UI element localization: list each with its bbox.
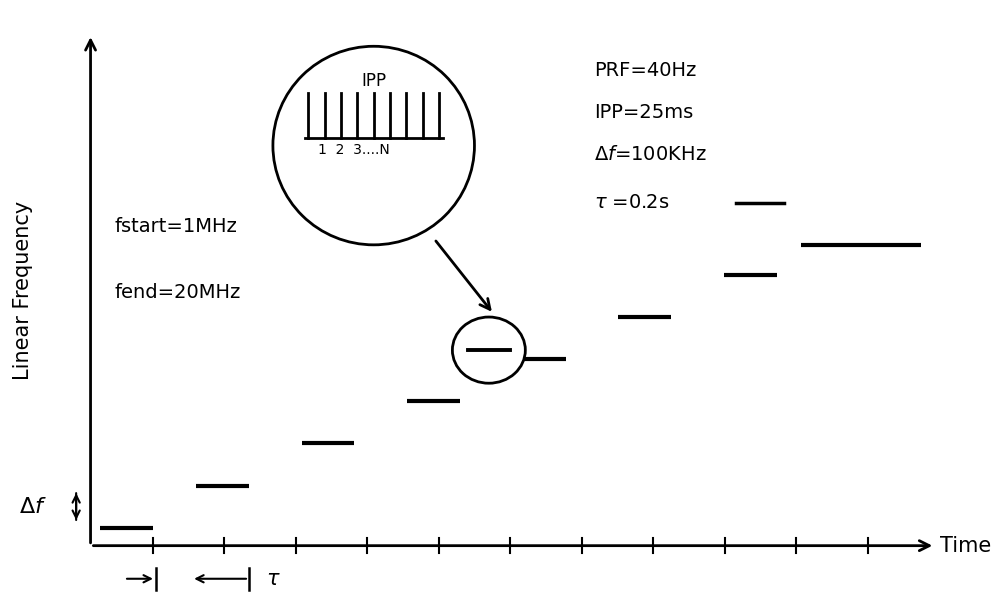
Ellipse shape [452, 317, 525, 383]
Text: IPP=25ms: IPP=25ms [594, 103, 694, 122]
Text: Time: Time [940, 536, 991, 556]
Ellipse shape [273, 46, 474, 245]
Text: PRF=40Hz: PRF=40Hz [594, 61, 697, 80]
Text: Linear Frequency: Linear Frequency [13, 200, 33, 379]
Text: $\Delta f$: $\Delta f$ [19, 497, 46, 517]
Text: fstart=1MHz: fstart=1MHz [115, 217, 237, 236]
Text: IPP: IPP [361, 71, 386, 90]
Text: 1  2  3....N: 1 2 3....N [318, 143, 390, 157]
Text: fend=20MHz: fend=20MHz [115, 284, 241, 303]
Text: $\tau$: $\tau$ [266, 569, 281, 589]
Text: $\Delta f$=100KHz: $\Delta f$=100KHz [594, 145, 707, 164]
Text: $\tau$ =0.2s: $\tau$ =0.2s [594, 193, 670, 212]
